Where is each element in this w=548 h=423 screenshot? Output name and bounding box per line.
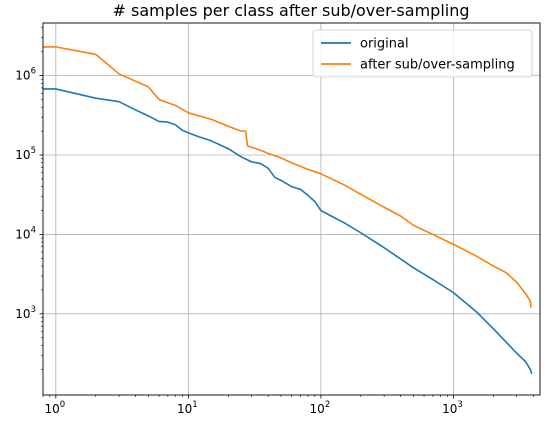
legend: original after sub/over-sampling [312,29,533,78]
series-line-1 [43,46,532,308]
y-tick-label: 103 [15,305,36,321]
y-tick-label: 104 [15,225,36,241]
chart-title: # samples per class after sub/over-sampl… [112,1,469,20]
y-tick-label: 105 [15,146,36,162]
x-tick-label: 101 [177,400,198,416]
x-tick-label: 102 [310,400,331,416]
y-axis: 103 104 105 106 [15,27,43,370]
grid [43,23,540,395]
legend-box [312,29,533,78]
y-tick-label: 106 [15,67,36,83]
series-line-0 [43,88,533,375]
series-lines [43,46,533,375]
plot-area-frame [42,22,541,396]
legend-label-1: after sub/over-sampling [360,58,515,73]
x-axis: 100 101 102 103 [42,395,534,416]
x-tick-label: 100 [44,400,65,416]
legend-label-0: original [360,37,409,52]
x-tick-label: 103 [442,400,463,416]
